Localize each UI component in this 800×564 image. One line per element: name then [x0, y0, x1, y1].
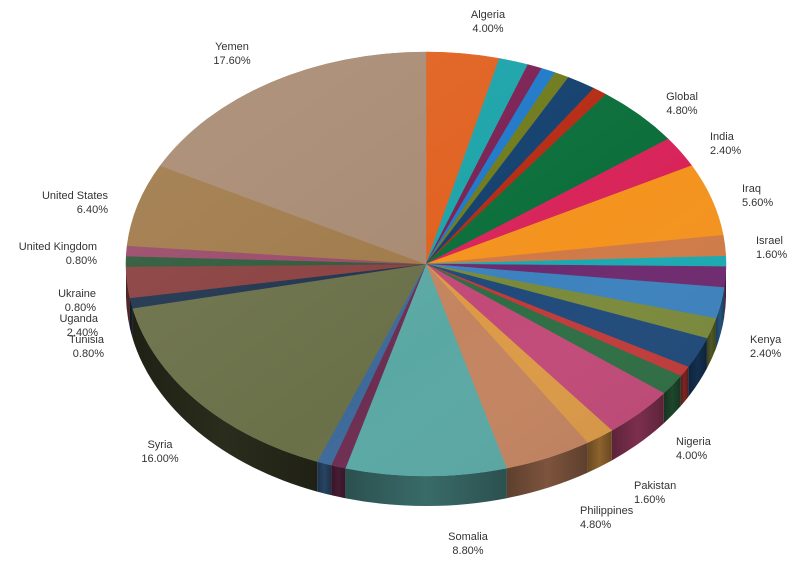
data-label-name-iraq: Iraq [742, 183, 761, 195]
data-label-value-global: 4.80% [666, 105, 697, 117]
data-label-united-kingdom: United Kingdom 0.80% [19, 241, 97, 267]
pie-side-shade-15 [331, 465, 346, 499]
data-label-nigeria: Nigeria 4.00% [676, 436, 712, 462]
data-label-philippines: Philippines 4.80% [580, 505, 634, 531]
data-label-value-algeria: 4.00% [472, 23, 503, 35]
data-label-name-philippines: Philippines [580, 505, 634, 517]
data-label-name-united-states: United States [42, 190, 109, 202]
data-label-value-iraq: 5.60% [742, 197, 773, 209]
data-label-somalia: Somalia 8.80% [448, 531, 489, 557]
data-label-united-states: United States 6.40% [42, 190, 109, 216]
data-label-pakistan: Pakistan 1.60% [634, 480, 676, 506]
data-label-name-uganda: Uganda [59, 313, 98, 325]
data-label-algeria: Algeria 4.00% [471, 9, 506, 35]
data-label-name-israel: Israel [756, 235, 783, 247]
data-label-value-kenya: 2.40% [750, 348, 781, 360]
data-label-syria: Syria 16.00% [141, 439, 179, 465]
data-label-value-pakistan: 1.60% [634, 494, 665, 506]
data-label-name-kenya: Kenya [750, 334, 782, 346]
data-label-value-somalia: 8.80% [452, 545, 483, 557]
data-label-value-nigeria: 4.00% [676, 450, 707, 462]
data-label-value-india: 2.40% [710, 145, 741, 157]
data-label-value-united-kingdom: 0.80% [66, 255, 97, 267]
data-label-name-united-kingdom: United Kingdom [19, 241, 97, 253]
data-label-value-tunisia: 0.80% [73, 348, 104, 360]
data-label-global: Global 4.80% [666, 91, 698, 117]
data-label-name-somalia: Somalia [448, 531, 489, 543]
data-label-tunisia: Tunisia 0.80% [69, 334, 105, 360]
data-label-uganda: Uganda 2.40% [59, 313, 98, 339]
data-label-value-uganda: 2.40% [67, 327, 98, 339]
pie-side-shade-16 [345, 468, 507, 506]
pie-slices [125, 51, 727, 477]
data-label-value-united-states: 6.40% [77, 204, 108, 216]
data-label-ukraine: Ukraine 0.80% [58, 288, 96, 314]
data-label-yemen: Yemen 17.60% [213, 41, 251, 67]
data-label-name-ukraine: Ukraine [58, 288, 96, 300]
data-label-name-algeria: Algeria [471, 9, 506, 21]
data-label-value-yemen: 17.60% [213, 55, 251, 67]
data-label-kenya: Kenya 2.40% [750, 334, 782, 360]
data-label-value-ukraine: 0.80% [65, 302, 96, 314]
data-label-name-pakistan: Pakistan [634, 480, 676, 492]
data-label-value-philippines: 4.80% [580, 519, 611, 531]
data-label-name-tunisia: Tunisia [69, 334, 105, 346]
data-label-iraq: Iraq 5.60% [742, 183, 773, 209]
data-label-name-nigeria: Nigeria [676, 436, 712, 448]
data-label-israel: Israel 1.60% [756, 235, 787, 261]
pie-side-shade-14 [317, 461, 332, 496]
data-label-name-yemen: Yemen [215, 41, 249, 53]
data-label-value-syria: 16.00% [141, 453, 179, 465]
data-label-name-global: Global [666, 91, 698, 103]
data-label-name-india: India [710, 131, 735, 143]
data-label-india: India 2.40% [710, 131, 741, 157]
data-label-name-syria: Syria [147, 439, 173, 451]
pie-labels: Algeria 4.00% Global 4.80% India 2.40% Iraq 5.6… [19, 9, 788, 557]
data-label-value-israel: 1.60% [756, 249, 787, 261]
